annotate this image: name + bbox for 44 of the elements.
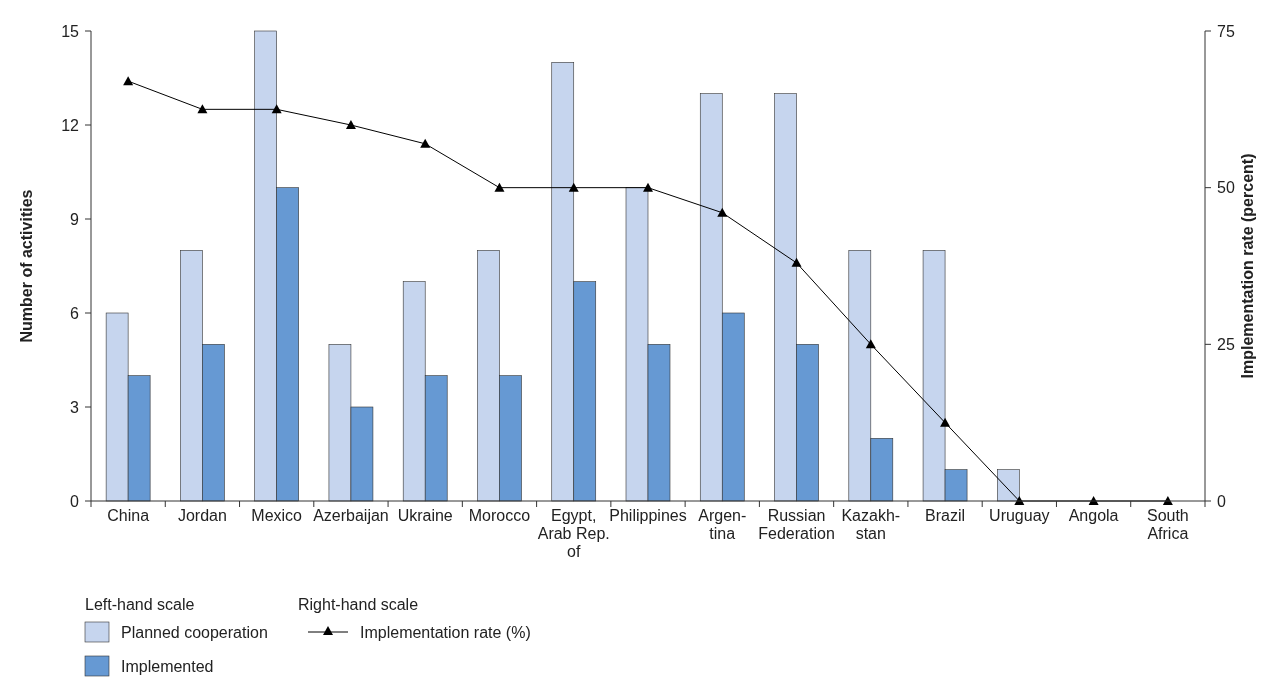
x-tick-label: Ukraine <box>397 507 453 524</box>
point <box>271 104 282 114</box>
y2-tick-label: 0 <box>1217 492 1226 510</box>
x-tick-label: Morocco <box>468 507 531 524</box>
y-tick-label: 3 <box>70 398 80 416</box>
x-tick-label: Kazakh- stan <box>841 507 901 542</box>
point <box>123 76 134 86</box>
y2-axis-title: Implementation rate (percent) <box>1239 153 1256 379</box>
x-tick-label: Jordan <box>177 507 227 524</box>
legend-label: Implemented <box>121 658 214 675</box>
y-tick-label: 9 <box>70 210 80 228</box>
y-tick-label: 15 <box>61 22 80 40</box>
x-tick-label: Azerbaijan <box>313 507 389 524</box>
point <box>568 182 579 192</box>
legend-title: Left-hand scale <box>85 596 195 613</box>
legend-label: Planned cooperation <box>121 624 268 641</box>
point <box>940 417 951 427</box>
point <box>197 104 208 114</box>
text: Right-hand scale <box>298 596 419 613</box>
y2-tick-label: 75 <box>1217 22 1235 40</box>
y-tick-label: 0 <box>70 492 80 510</box>
point <box>420 138 431 148</box>
x-tick-label: Russian Federation <box>758 507 835 542</box>
point <box>494 182 505 192</box>
y2-tick-label: 50 <box>1217 179 1235 197</box>
x-tick-label: Brazil <box>925 507 966 524</box>
x-tick-label: Mexico <box>251 507 303 524</box>
x-tick-label: South Africa <box>1146 507 1189 542</box>
point <box>717 207 728 217</box>
y-axis-title: Number of activities <box>18 189 35 343</box>
x-tick-label: Uruguay <box>989 507 1050 524</box>
point <box>865 339 876 349</box>
y-tick-label: 6 <box>70 304 80 322</box>
point <box>791 257 802 267</box>
x-tick-label: Angola <box>1068 507 1119 524</box>
y2-tick-label: 25 <box>1217 335 1235 353</box>
point <box>345 120 356 129</box>
x-tick-label: Philippines <box>609 507 687 524</box>
x-tick-label: Argen- tina <box>698 507 747 542</box>
x-tick-label: Egypt, Arab Rep. of <box>537 507 610 560</box>
point <box>643 182 653 192</box>
legend-label: Implementation rate (%) <box>360 624 531 641</box>
y-tick-label: 12 <box>61 116 80 134</box>
x-tick-label: China <box>107 507 150 524</box>
